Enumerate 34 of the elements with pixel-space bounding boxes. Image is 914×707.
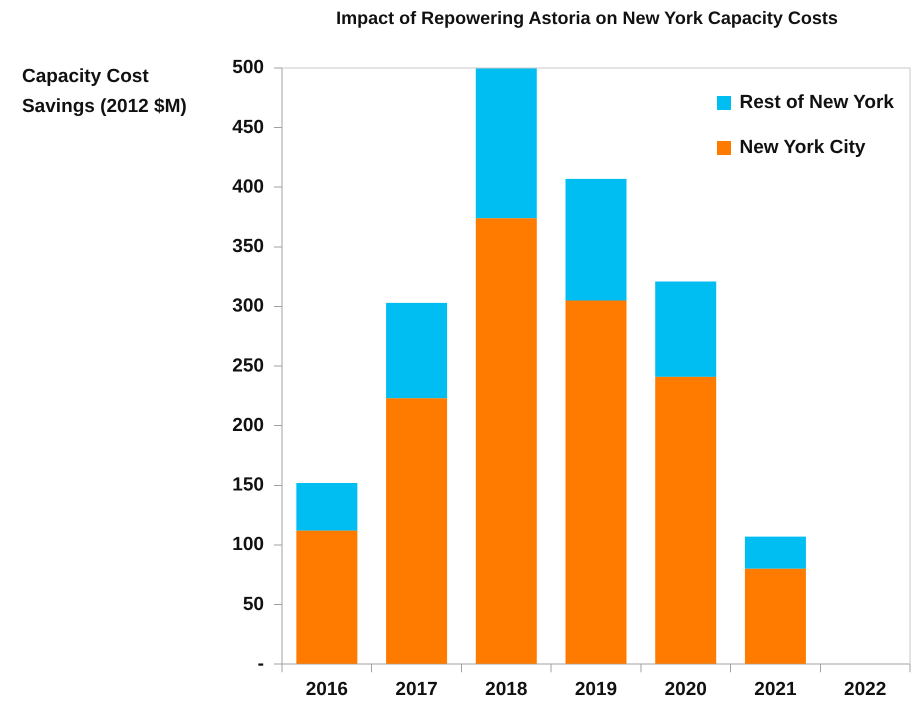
x-tick-label: 2017 xyxy=(395,678,438,700)
bar xyxy=(386,398,448,664)
y-tick-label: 500 xyxy=(232,57,264,78)
bar xyxy=(476,218,537,664)
legend-label: Rest of New York xyxy=(739,92,894,114)
y-tick-label: 200 xyxy=(232,414,264,436)
x-tick-label: 2021 xyxy=(754,678,797,700)
y-tick-label: 400 xyxy=(232,176,264,198)
bar xyxy=(655,281,716,377)
legend-label: New York City xyxy=(739,136,866,158)
bar xyxy=(655,376,716,664)
bar xyxy=(386,302,448,398)
x-tick-label: 2019 xyxy=(574,678,618,700)
bar xyxy=(476,68,537,218)
x-tick-label: 2020 xyxy=(664,678,707,700)
x-tick-label: 2022 xyxy=(844,678,886,700)
bar xyxy=(565,300,627,664)
y-tick-label: 150 xyxy=(232,474,264,496)
chart-title: Impact of Repowering Astoria on New York Capacity Costs xyxy=(335,8,839,29)
y-tick-label: - xyxy=(258,653,264,674)
y-tick-label: 50 xyxy=(242,594,264,615)
x-tick-label: 2016 xyxy=(306,678,348,700)
y-tick-label: 350 xyxy=(232,236,264,258)
y-tick-label: 250 xyxy=(232,355,264,376)
y-tick-label: 100 xyxy=(232,534,264,556)
bar xyxy=(565,178,627,301)
bar xyxy=(296,482,358,531)
y-tick-label: 300 xyxy=(232,296,264,317)
x-tick-label: 2018 xyxy=(485,678,528,700)
bar xyxy=(744,536,806,569)
bar xyxy=(744,568,806,664)
bar xyxy=(296,530,358,664)
y-tick-label: 450 xyxy=(232,116,264,138)
y-axis-title: Capacity Cost Savings (2012 $M) xyxy=(22,65,188,119)
